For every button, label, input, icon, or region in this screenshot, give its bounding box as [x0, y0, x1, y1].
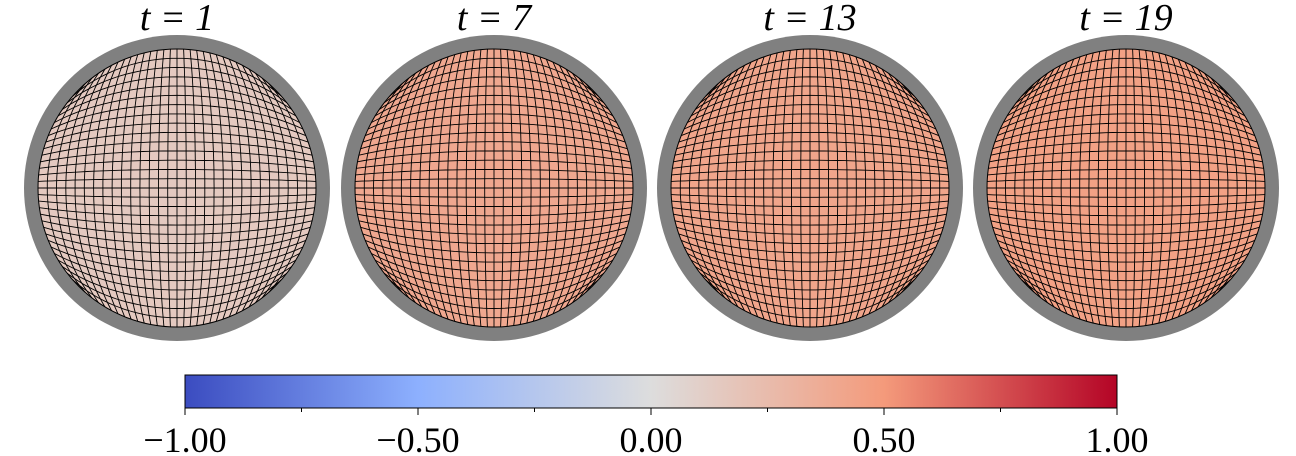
mesh-line: [1011, 266, 1241, 300]
mesh-line: [699, 272, 921, 309]
mesh-line: [888, 73, 922, 303]
mesh-line: [695, 266, 925, 300]
mesh-line: [894, 77, 931, 299]
panel-title: t = 7: [457, 0, 533, 39]
mesh-line: [901, 83, 941, 293]
mesh-line: [261, 77, 298, 299]
mesh-line: [578, 77, 615, 299]
colorbar: [184, 374, 1118, 409]
mesh-line: [54, 253, 300, 282]
mesh-line: [371, 253, 617, 282]
mesh: [355, 49, 633, 327]
mesh-line: [687, 253, 933, 282]
mesh-line: [705, 279, 915, 319]
mesh-line: [1210, 77, 1247, 299]
mesh-line: [389, 279, 599, 319]
colorbar-tick-label: 0.50: [853, 420, 916, 456]
mesh-line: [374, 259, 614, 291]
mesh-line: [268, 83, 308, 293]
mesh-line: [1021, 279, 1231, 319]
mesh-line: [881, 68, 913, 308]
mesh-line: [255, 73, 289, 303]
colorbar-tick-label: 0.00: [620, 420, 683, 456]
mesh-line: [383, 272, 605, 309]
mesh-line: [57, 259, 297, 291]
mesh: [671, 49, 949, 327]
mesh-line: [565, 68, 597, 308]
colorbar-tick-label: −0.50: [376, 420, 459, 456]
mesh: [987, 49, 1265, 327]
mesh-line: [62, 266, 292, 300]
mesh-line: [66, 272, 288, 309]
mesh-line: [1015, 272, 1237, 309]
mesh-line: [1204, 73, 1238, 303]
panel-title: t = 19: [1079, 0, 1172, 39]
mesh-line: [72, 279, 282, 319]
mesh-line: [1003, 253, 1249, 282]
colorbar-tick-label: −1.00: [143, 420, 226, 456]
mesh-line: [585, 83, 625, 293]
mesh-line: [1217, 83, 1257, 293]
mesh-line: [572, 73, 606, 303]
panel-title: t = 1: [140, 0, 214, 39]
mesh-line: [379, 266, 609, 300]
mesh-line: [1197, 68, 1229, 308]
mesh-line: [1006, 259, 1246, 291]
colorbar-tick-label: 1.00: [1086, 420, 1149, 456]
panel-title: t = 13: [763, 0, 856, 39]
mesh-line: [248, 68, 280, 308]
mesh-line: [690, 259, 930, 291]
mesh: [38, 49, 316, 327]
